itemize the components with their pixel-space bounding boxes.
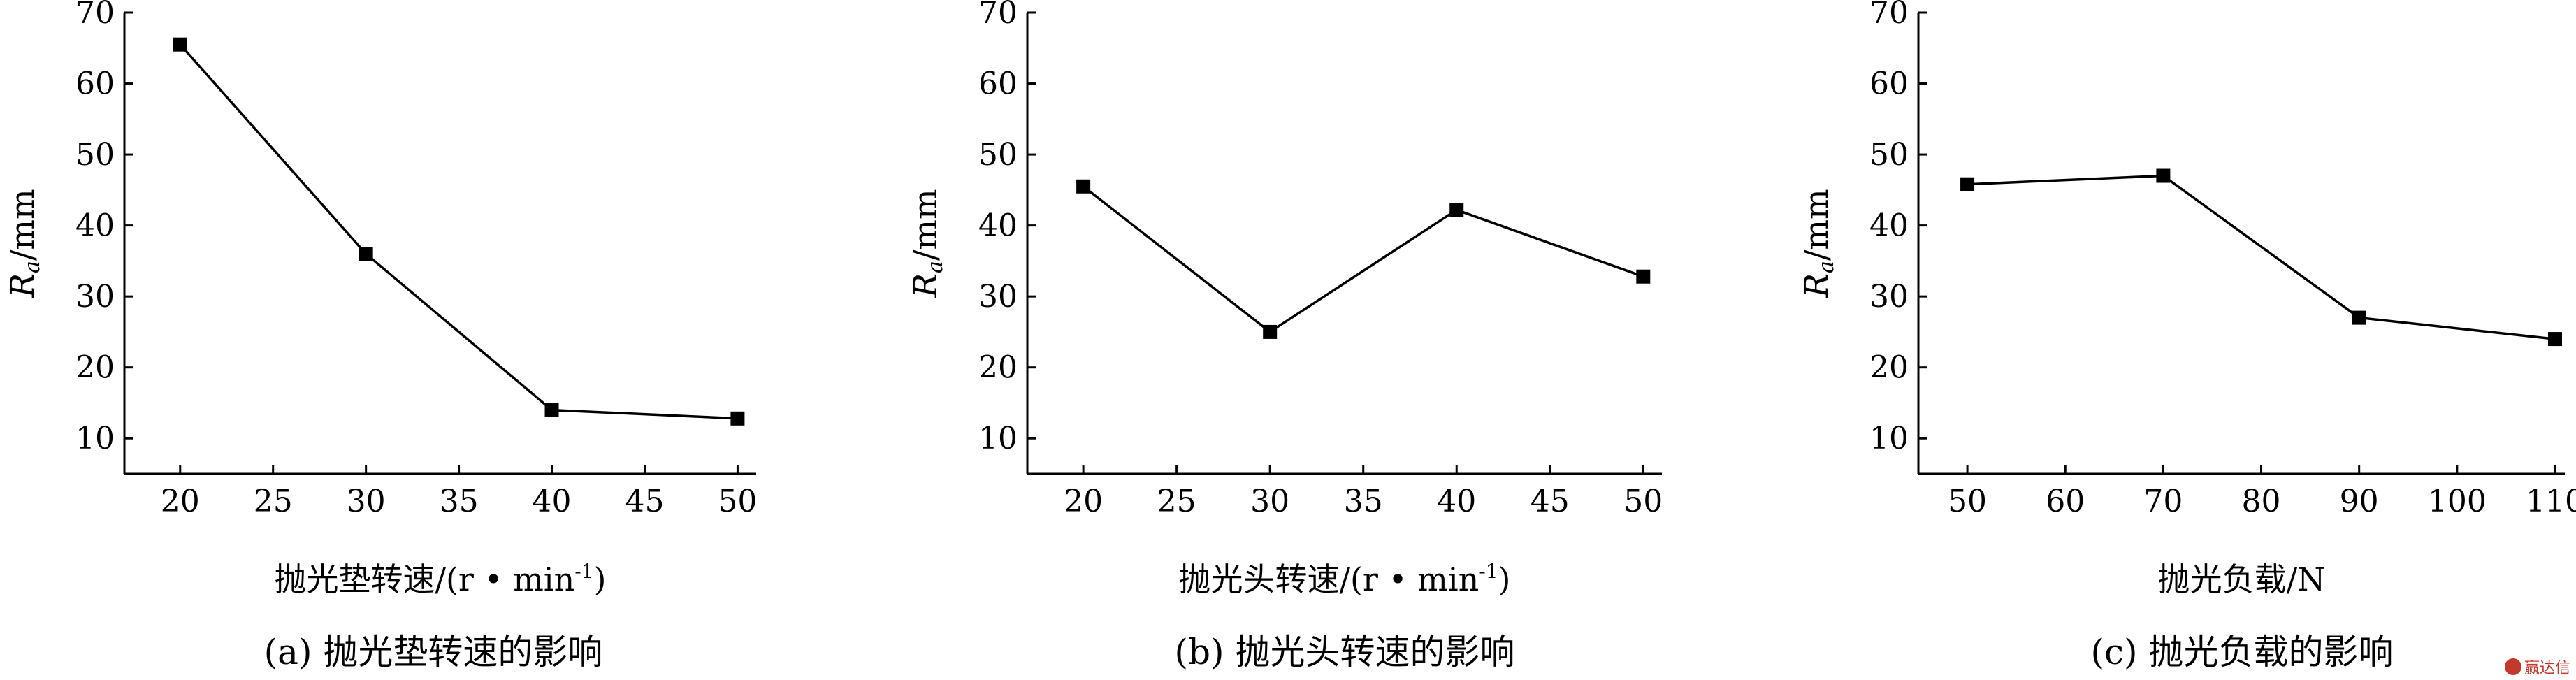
- x-tick-label: 100: [2428, 484, 2487, 519]
- x-tick-label: 45: [625, 484, 664, 519]
- y-tick-label: 20: [978, 350, 1018, 386]
- x-axis-label: 抛光头转速/(r • min-1): [1178, 560, 1510, 598]
- data-point-marker: [2547, 332, 2562, 347]
- y-tick-label: 30: [978, 279, 1018, 314]
- x-tick-label: 20: [161, 484, 200, 519]
- data-point-marker: [359, 247, 373, 261]
- data-point-marker: [1449, 203, 1464, 217]
- y-tick-label: 70: [978, 0, 1018, 31]
- x-tick-label: 60: [2046, 484, 2085, 519]
- panel-b: 10 20 30 40 50 60 70 20 25 30 35 40 45 50 Ra/mm 抛光头转速/(…: [906, 0, 1663, 672]
- x-axis-label-sup: -1: [574, 560, 593, 583]
- watermark-logo-icon: [2504, 658, 2521, 675]
- y-tick-label: 30: [75, 279, 115, 314]
- series-line: [179, 43, 738, 420]
- y-tick-label: 50: [978, 137, 1018, 173]
- y-axis-label: Ra/mm: [3, 189, 45, 298]
- x-tick-label: 80: [2242, 484, 2281, 519]
- panel-caption: (a) 抛光垫转速的影响: [264, 632, 603, 672]
- data-point-marker: [2352, 310, 2366, 325]
- x-tick-label: 50: [1948, 484, 1987, 519]
- data-point-marker: [1263, 324, 1278, 339]
- y-tick-label: 20: [1869, 350, 1909, 386]
- data-point-marker: [1076, 179, 1091, 194]
- x-tick-label: 50: [718, 484, 757, 519]
- y-tick-label: 50: [75, 137, 115, 173]
- y-tick-label: 70: [75, 0, 115, 31]
- x-tick-label: 40: [1437, 484, 1476, 519]
- x-tick-label: 45: [1531, 484, 1570, 519]
- data-point-marker: [2156, 168, 2171, 183]
- x-tick-label: 30: [347, 484, 386, 519]
- y-axis-label-sub: a: [20, 261, 45, 273]
- watermark-text: 赢达信: [2524, 660, 2570, 677]
- y-tick-label: 10: [978, 421, 1018, 456]
- y-tick-label: 40: [75, 208, 115, 244]
- x-axis-label: 抛光负载/N: [2158, 560, 2326, 598]
- watermark: 赢达信: [2504, 656, 2570, 678]
- panel-c: 10 20 30 40 50 60 70 50 60 70 80 90 100 110 Ra/mm 抛光负载/…: [1797, 0, 2576, 672]
- x-axis-label-main: 抛光垫转速/(r • min: [274, 560, 574, 598]
- y-tick-label: 60: [75, 66, 115, 102]
- x-tick-label: 70: [2143, 484, 2183, 519]
- x-axis-label-main: 抛光负载/N: [2158, 560, 2326, 598]
- series-line: [1083, 185, 1644, 334]
- x-tick-label: 35: [1344, 484, 1383, 519]
- y-tick-label: 10: [1869, 421, 1909, 456]
- x-axis-label-end: ): [1498, 560, 1511, 598]
- y-tick-label: 60: [1869, 66, 1909, 102]
- data-point-marker: [730, 411, 745, 426]
- y-axis-label-main: R: [3, 273, 41, 298]
- x-tick-label: 90: [2340, 484, 2379, 519]
- x-tick-label: 30: [1250, 484, 1289, 519]
- x-axis-label-main: 抛光头转速/(r • min: [1178, 560, 1479, 598]
- data-point-marker: [1636, 269, 1651, 284]
- y-axis-label-main: R: [1797, 273, 1835, 298]
- data-point-marker: [173, 37, 187, 52]
- x-tick-label: 50: [1623, 484, 1663, 519]
- data-point-marker: [1960, 177, 1975, 191]
- y-tick-label: 70: [1869, 0, 1909, 31]
- x-axis-label: 抛光垫转速/(r • min-1): [274, 560, 606, 598]
- x-tick-label: 25: [1157, 484, 1196, 519]
- y-axis-label-unit: /mm: [3, 189, 41, 261]
- y-axis-label-unit: /mm: [906, 189, 944, 261]
- y-tick-label: 50: [1869, 137, 1909, 173]
- y-axis-label: Ra/mm: [906, 189, 948, 298]
- data-point-marker: [544, 403, 559, 417]
- y-tick-label: 40: [1869, 208, 1909, 244]
- y-axis-label-main: R: [906, 273, 944, 298]
- y-axis-label-sub: a: [1814, 261, 1839, 273]
- x-tick-label: 110: [2526, 484, 2576, 519]
- panel-a: 10 20 30 40 50 60 70 20 25 30 35 40 45 50 Ra/mm 抛光垫转速/(…: [3, 0, 757, 672]
- series-line: [1967, 174, 2556, 340]
- x-tick-label: 25: [254, 484, 293, 519]
- panel-caption: (b) 抛光头转速的影响: [1175, 632, 1515, 672]
- x-axis-label-end: ): [594, 560, 607, 598]
- y-tick-label: 10: [75, 421, 115, 456]
- y-tick-label: 30: [1869, 279, 1909, 314]
- x-tick-label: 35: [440, 484, 479, 519]
- y-tick-label: 40: [978, 208, 1018, 244]
- x-axis-label-sup: -1: [1479, 560, 1498, 583]
- x-tick-label: 20: [1064, 484, 1103, 519]
- y-tick-label: 20: [75, 350, 115, 386]
- panel-caption: (c) 抛光负载的影响: [2091, 632, 2394, 672]
- y-axis-label-sub: a: [923, 261, 948, 273]
- x-tick-label: 40: [533, 484, 572, 519]
- y-axis-label: Ra/mm: [1797, 189, 1839, 298]
- y-tick-label: 60: [978, 66, 1018, 102]
- y-axis-label-unit: /mm: [1797, 189, 1835, 261]
